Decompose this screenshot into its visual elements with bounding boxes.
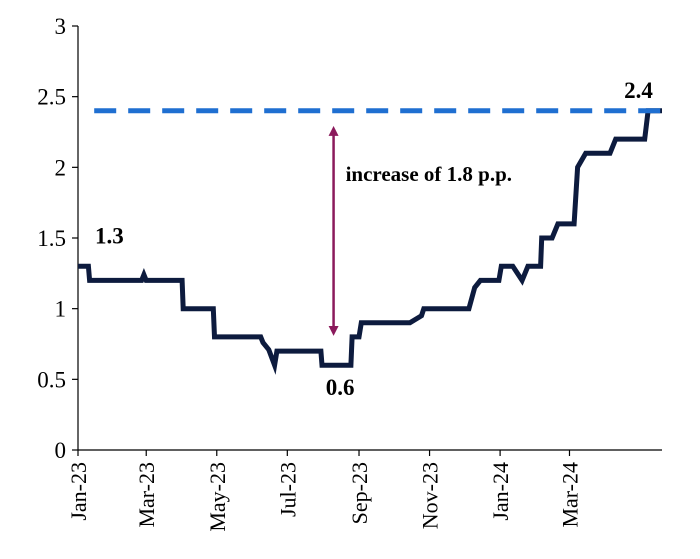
y-tick-label: 0.5	[37, 367, 66, 392]
x-tick-label: Jan-23	[66, 462, 91, 521]
increase-annotation: increase of 1.8 p.p.	[346, 162, 512, 186]
y-tick-label: 3	[55, 14, 67, 39]
x-tick-label: Nov-23	[418, 462, 443, 529]
x-tick-label: Mar-23	[134, 462, 159, 528]
annotation-layer: increase of 1.8 p.p.	[328, 125, 512, 336]
axes	[77, 26, 662, 451]
x-tick-label: Mar-24	[557, 462, 582, 528]
y-tick-label: 2.5	[37, 85, 66, 110]
labels-layer: 1.3 0.6 2.4	[95, 78, 653, 400]
x-tick-label: Jul-23	[275, 462, 300, 517]
x-tick-label: Sep-23	[347, 462, 372, 524]
y-tick-label: 1	[55, 297, 67, 322]
y-tick-label: 1.5	[37, 226, 66, 251]
x-tick-label: May-23	[205, 462, 230, 532]
y-ticks: 0 0.5 1 1.5 2 2.5 3	[37, 14, 78, 463]
y-tick-label: 0	[55, 438, 67, 463]
data-label: 0.6	[326, 375, 355, 400]
y-tick-label: 2	[55, 155, 67, 180]
x-tick-label: Jan-24	[488, 462, 513, 521]
data-label: 2.4	[624, 78, 653, 103]
x-ticks: Jan-23 Mar-23 May-23 Jul-23 Sep-23 Nov-23 Jan-…	[66, 450, 582, 532]
data-label: 1.3	[95, 223, 124, 248]
main-series-line	[78, 108, 662, 375]
series-layer	[78, 108, 662, 375]
